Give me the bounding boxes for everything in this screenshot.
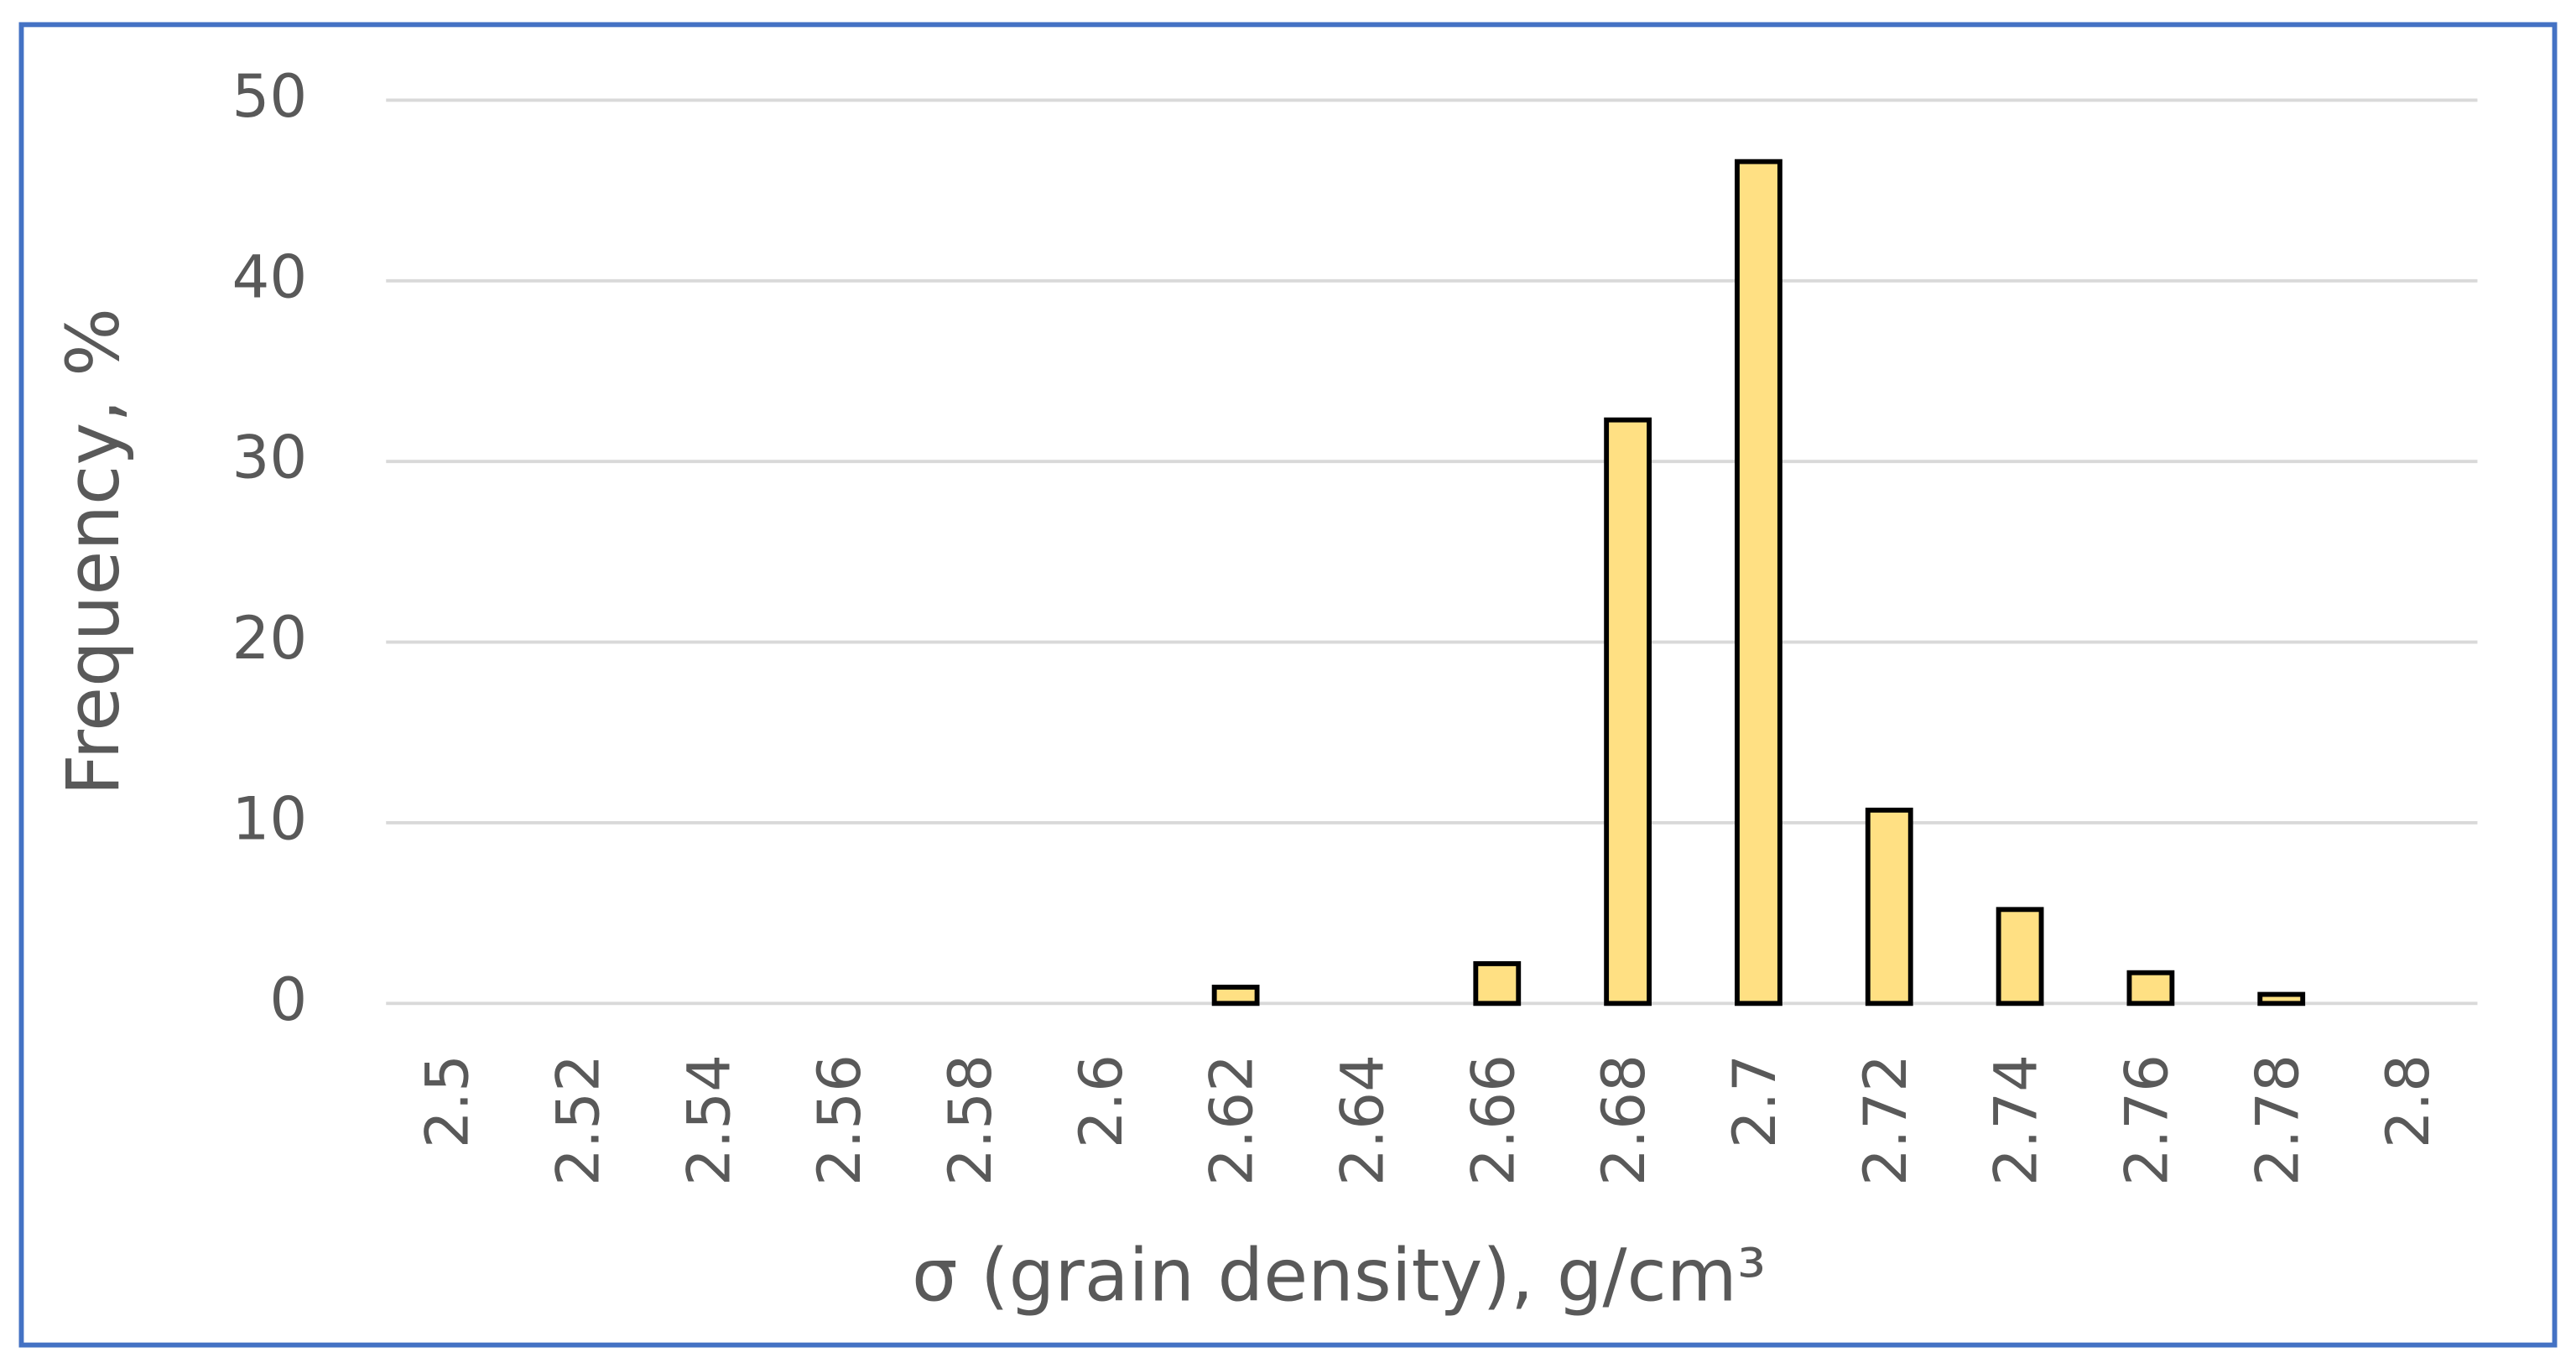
x-tick-label: 2.7 [1720, 1054, 1789, 1148]
y-tick-label: 0 [269, 965, 307, 1034]
x-tick-label: 2.5 [414, 1054, 482, 1148]
x-tick-label: 2.64 [1328, 1054, 1397, 1186]
x-tick-label: 2.52 [544, 1054, 613, 1186]
x-axis-title: σ (grain density), g/cm³ [912, 1235, 1766, 1319]
y-tick-label: 40 [232, 242, 308, 311]
x-tick-label: 2.58 [936, 1054, 1005, 1186]
x-tick-label: 2.66 [1459, 1054, 1527, 1186]
x-tick-label: 2.54 [674, 1054, 743, 1186]
bar [1996, 907, 2044, 1006]
x-tick-label: 2.72 [1851, 1054, 1920, 1186]
bar [2126, 970, 2175, 1006]
bar [1604, 417, 1652, 1006]
y-tick-label: 10 [232, 784, 308, 853]
x-tick-label: 2.6 [1067, 1054, 1136, 1148]
x-tick-label: 2.62 [1198, 1054, 1267, 1186]
x-tick-label: 2.8 [2374, 1054, 2443, 1148]
bar [2257, 991, 2306, 1006]
x-tick-label: 2.78 [2243, 1054, 2312, 1186]
y-axis-title: Frequency, % [52, 308, 136, 796]
x-tick-label: 2.76 [2112, 1054, 2181, 1186]
chart-frame [18, 22, 2558, 1348]
x-tick-label: 2.74 [1982, 1054, 2051, 1186]
y-tick-label: 20 [232, 604, 308, 673]
bar [1473, 961, 1522, 1006]
y-tick-label: 30 [232, 424, 308, 492]
bar [1211, 985, 1260, 1006]
y-tick-label: 50 [232, 62, 308, 131]
bar [1735, 159, 1782, 1006]
bar [1865, 807, 1913, 1006]
x-tick-label: 2.68 [1590, 1054, 1658, 1186]
x-tick-label: 2.56 [805, 1054, 874, 1186]
